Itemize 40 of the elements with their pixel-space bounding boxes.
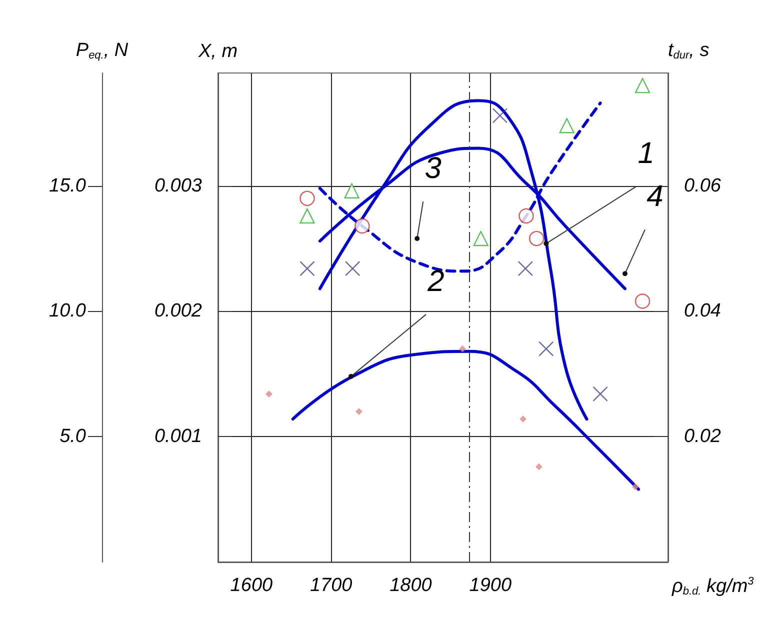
- point: [300, 261, 315, 276]
- point: [355, 408, 362, 416]
- y-tick-label: 5.0: [60, 426, 86, 448]
- x-tick-label: 1600: [230, 575, 274, 596]
- line-series: [291, 350, 640, 491]
- y2-tick-label: 0.002: [154, 300, 202, 322]
- point: [518, 261, 534, 276]
- point: [518, 208, 534, 224]
- point: [520, 416, 527, 423]
- y-tick-label: 15.0: [49, 175, 86, 196]
- y-tick-label: 10.0: [49, 300, 86, 322]
- point: [300, 208, 315, 224]
- point: [632, 483, 639, 490]
- x-tick-label: 1900: [469, 575, 512, 596]
- point: [634, 78, 650, 94]
- y3-tick-label: 0.04: [684, 300, 721, 322]
- y2-tick-label: 0.003: [154, 175, 202, 196]
- point: [592, 386, 608, 402]
- annotation: 1: [638, 137, 654, 170]
- point: [300, 190, 315, 206]
- point: [538, 341, 554, 356]
- point: [344, 183, 360, 198]
- annotation: 3: [424, 152, 442, 186]
- point: [492, 108, 508, 124]
- point: [535, 463, 542, 470]
- point: [459, 345, 466, 352]
- x-tick-label: 1800: [390, 575, 432, 596]
- point: [529, 230, 544, 246]
- y3-tick-label: 0.06: [684, 175, 722, 196]
- annotation: 2: [426, 264, 445, 298]
- point: [559, 118, 574, 134]
- annotation: 4: [646, 180, 664, 214]
- x-tick-label: 1700: [310, 575, 353, 596]
- y2-tick-label: 0.001: [154, 426, 202, 448]
- point: [265, 390, 272, 398]
- y3-tick-label: 0.02: [684, 426, 722, 448]
- point: [354, 218, 370, 234]
- y2-axis-title: X, m: [197, 41, 238, 62]
- point: [345, 261, 360, 276]
- point: [473, 230, 488, 246]
